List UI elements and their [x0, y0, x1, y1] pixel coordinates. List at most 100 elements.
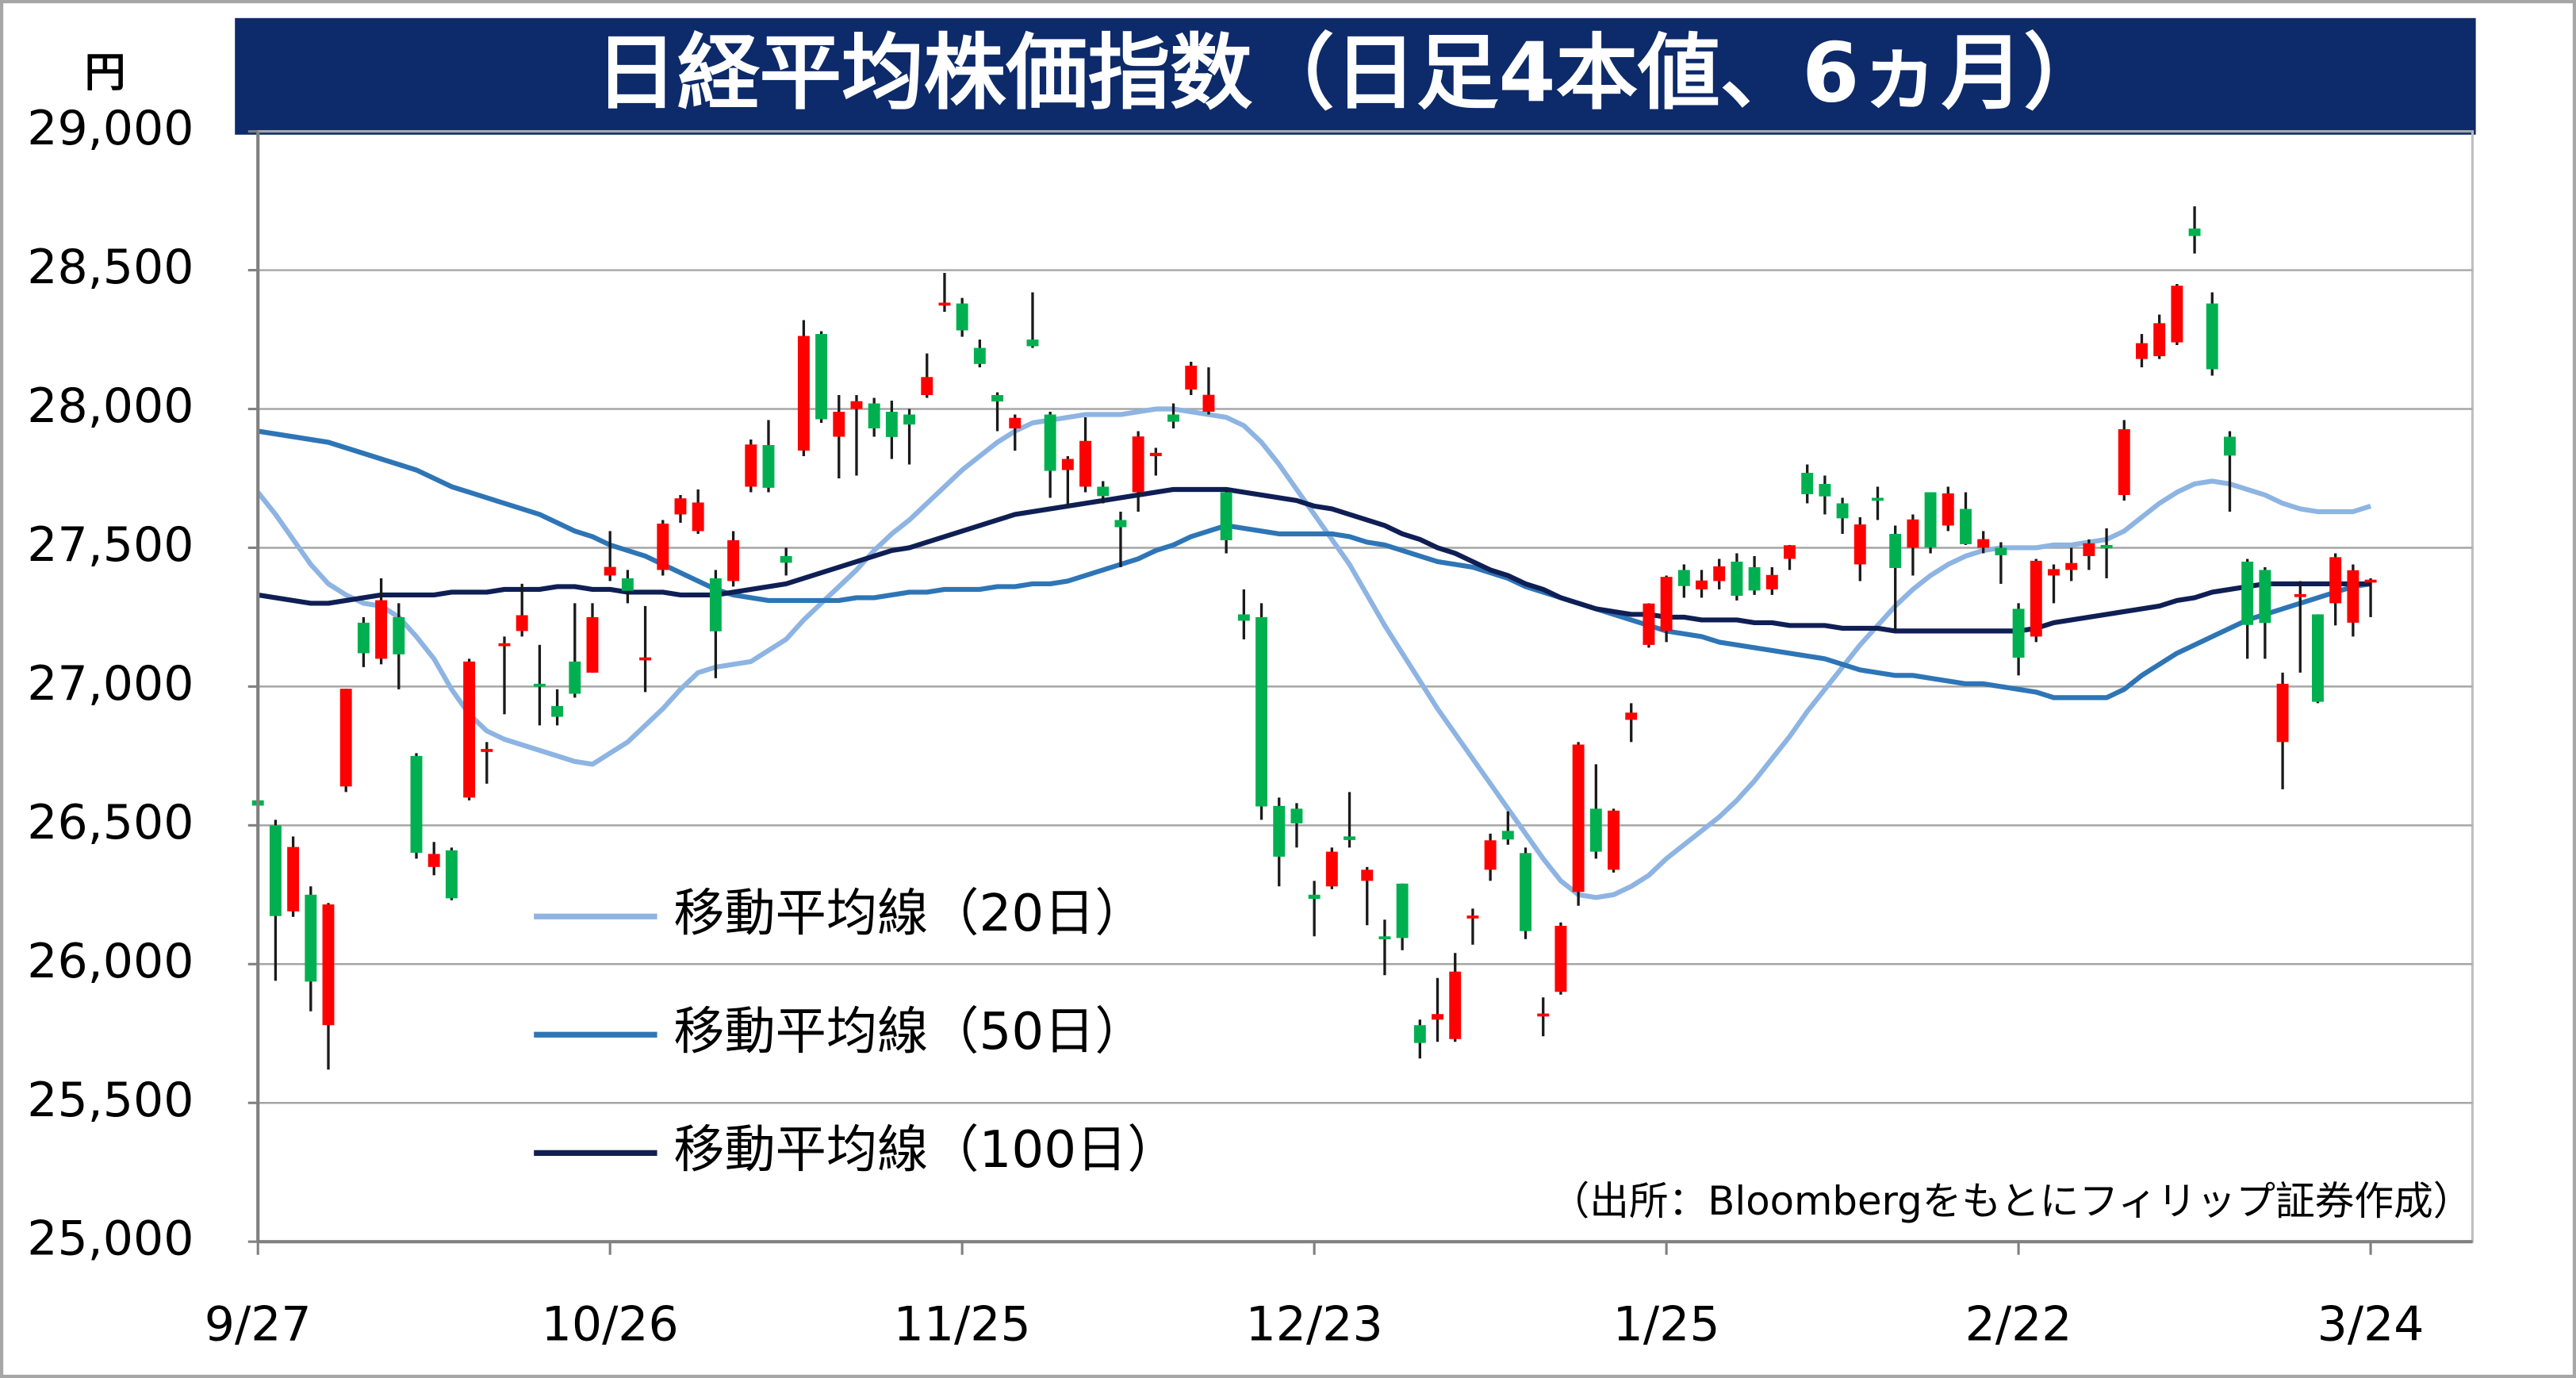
- x-tick-label: 2/22: [1965, 1296, 2072, 1352]
- candle-body: [1853, 524, 1866, 565]
- x-tick-label: 1/25: [1613, 1296, 1720, 1352]
- candle-body: [1643, 603, 1655, 645]
- candle-body: [2276, 683, 2289, 743]
- candle-body: [305, 894, 317, 982]
- candle-body: [1907, 519, 1919, 548]
- candle-body: [1924, 492, 1937, 548]
- chart-title: 日経平均株価指数（日足4本値、6ヵ月）: [595, 26, 2106, 121]
- candle-body: [1484, 840, 1497, 870]
- candle-body: [1026, 340, 1039, 347]
- candle-body: [2118, 429, 2130, 495]
- candle-body: [1255, 616, 1268, 807]
- candle-body: [1044, 414, 1056, 471]
- candle-body: [2312, 614, 2324, 702]
- candle-body: [1784, 545, 1796, 559]
- legend-label: 移動平均線（50日）: [673, 1002, 1145, 1061]
- candle-body: [1061, 459, 1074, 470]
- candle-body: [1748, 566, 1761, 591]
- candle-body: [1378, 936, 1391, 940]
- candle-body: [1696, 580, 1708, 589]
- candle-body: [621, 578, 634, 591]
- candle-body: [2241, 561, 2254, 625]
- candle-body: [604, 566, 616, 576]
- candle-body: [1097, 486, 1110, 497]
- candle-body: [1009, 417, 1022, 429]
- candle-body: [709, 578, 722, 631]
- candle-body: [639, 657, 652, 661]
- y-tick-label: 27,000: [27, 656, 194, 712]
- candle-body: [1731, 561, 1743, 596]
- candle-body: [269, 825, 282, 916]
- candle-body: [1572, 744, 1585, 892]
- candle-body: [2188, 228, 2201, 236]
- y-unit: 円: [85, 49, 126, 97]
- candle-body: [1167, 414, 1180, 422]
- candle-body: [1608, 810, 1620, 870]
- candle-body: [481, 749, 493, 752]
- candle-body: [1889, 533, 1902, 568]
- candle-body: [1942, 493, 1954, 526]
- candle-body: [1836, 503, 1849, 519]
- candle-body: [1765, 574, 1778, 589]
- candle-body: [868, 403, 880, 429]
- candle-body: [1589, 808, 1602, 852]
- x-tick-label: 12/23: [1246, 1296, 1383, 1352]
- candle-body: [1677, 570, 1690, 586]
- candle-body: [1220, 492, 1232, 541]
- x-tick-label: 3/24: [2317, 1296, 2425, 1352]
- candle-body: [885, 412, 898, 437]
- candle-body: [586, 616, 599, 673]
- candle-body: [375, 600, 388, 659]
- candle-body: [815, 334, 828, 420]
- candle-body: [1520, 853, 1531, 931]
- candle-body: [1202, 394, 1215, 413]
- candle-body: [1625, 712, 1638, 720]
- candle-body: [1432, 1014, 1443, 1020]
- candle-body: [745, 444, 757, 487]
- candles: [251, 206, 2377, 1070]
- candle-body: [2171, 286, 2183, 343]
- candle-body: [657, 524, 669, 570]
- candle-body: [1554, 925, 1567, 992]
- candle-body: [1149, 452, 1162, 456]
- candle-body: [516, 615, 528, 631]
- candle-body: [2048, 569, 2060, 576]
- candle-body: [1290, 808, 1303, 823]
- candle-body: [463, 661, 476, 798]
- candle-body: [1872, 497, 1884, 501]
- candle-body: [1237, 614, 1250, 621]
- candle-body: [833, 412, 845, 437]
- candle-body: [2329, 557, 2342, 604]
- y-tick-label: 25,000: [27, 1211, 194, 1267]
- x-tick-label: 11/25: [894, 1296, 1031, 1352]
- candle-body: [1079, 440, 1092, 487]
- legend-label: 移動平均線（20日）: [673, 884, 1145, 943]
- candle-body: [1995, 547, 2007, 555]
- candle-body: [674, 498, 687, 515]
- x-tick-label: 10/26: [542, 1296, 679, 1352]
- candle-body: [780, 555, 792, 563]
- title-banner: [235, 17, 2476, 135]
- y-tick-label: 26,500: [27, 795, 194, 850]
- y-tick-label: 28,500: [27, 240, 194, 295]
- candle-body: [1114, 520, 1127, 528]
- candle-body: [1660, 577, 1673, 631]
- candle-body: [1819, 483, 1831, 497]
- candle-body: [762, 444, 775, 488]
- candle-body: [427, 854, 440, 867]
- candle-body: [569, 661, 581, 694]
- candle-body: [2065, 562, 2078, 570]
- candle-body: [2100, 544, 2113, 549]
- candle-body: [850, 401, 863, 409]
- candle-body: [1466, 915, 1479, 919]
- candle-body: [2153, 323, 2166, 357]
- candle-body: [2294, 593, 2306, 597]
- candle-body: [1537, 1013, 1550, 1017]
- candle-body: [410, 755, 423, 853]
- candle-body: [1713, 566, 1726, 582]
- candle-body: [1132, 436, 1144, 493]
- candle-body: [1325, 851, 1338, 887]
- candle-body: [1977, 539, 1990, 548]
- candle-body: [727, 540, 740, 582]
- legend-label: 移動平均線（100日）: [673, 1120, 1178, 1180]
